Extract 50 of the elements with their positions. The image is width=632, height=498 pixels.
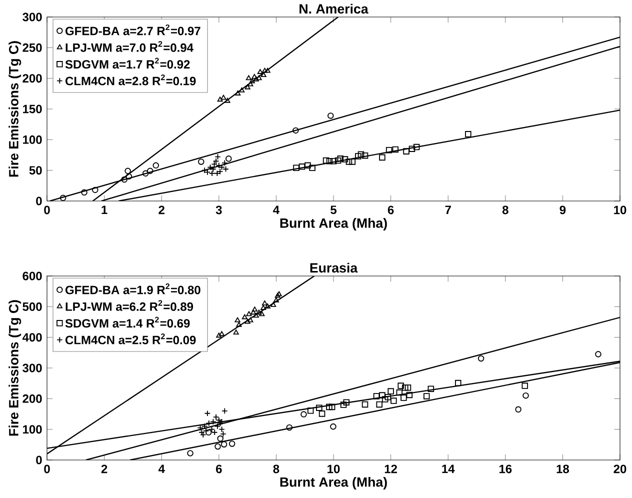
x-tick-label: 10 xyxy=(614,206,626,214)
x-tick-label: 2 xyxy=(158,206,164,214)
x-tick-label: 16 xyxy=(499,464,512,474)
y-tick-label: 400 xyxy=(22,333,42,342)
x-tick-label: 9 xyxy=(560,206,566,214)
x-tick-label: 6 xyxy=(388,206,394,214)
legend-label: GFED-BA a=1.9 R$^{2}$=0.80 xyxy=(66,283,200,294)
y-tick-label: 500 xyxy=(22,302,42,311)
chart-title: N. America xyxy=(300,4,368,14)
y-tick-label: 300 xyxy=(22,12,42,22)
legend-label: CLM4CN a=2.8 R$^{2}$=0.19 xyxy=(66,74,196,86)
y-tick-label: 50 xyxy=(29,166,42,175)
x-tick-label: 2 xyxy=(101,464,108,474)
x-tick-label: 6 xyxy=(216,464,222,474)
y-tick-label: 300 xyxy=(22,364,42,372)
x-tick-label: 0 xyxy=(44,464,50,474)
legend-label: GFED-BA a=2.7 R$^{2}$=0.97 xyxy=(66,24,200,36)
x-tick-label: 0 xyxy=(44,206,50,214)
x-tick-label: 1 xyxy=(102,206,108,214)
y-tick-label: 100 xyxy=(23,135,42,144)
x-tick-label: 7 xyxy=(445,206,451,214)
y-tick-label: 150 xyxy=(23,104,42,114)
y-axis-title: Fire Emissions (Tg C) xyxy=(8,41,22,177)
x-axis-title: Burnt Area (Mha) xyxy=(280,218,387,230)
x-tick-label: 12 xyxy=(384,464,397,474)
x-tick-label: 8 xyxy=(502,206,508,214)
y-tick-label: 250 xyxy=(22,43,42,52)
x-tick-label: 8 xyxy=(273,464,280,474)
x-tick-label: 20 xyxy=(614,464,626,474)
x-tick-label: 5 xyxy=(330,206,336,214)
chart-title: Eurasia xyxy=(310,262,358,273)
y-tick-label: 200 xyxy=(22,394,42,403)
legend-label: LPJ-WM a=7.0 R$^{2}$=0.94 xyxy=(66,41,194,52)
x-tick-label: 4 xyxy=(273,206,280,214)
legend-label: LPJ-WM a=6.2 R$^{2}$=0.89 xyxy=(66,300,194,311)
x-tick-label: 10 xyxy=(328,464,340,474)
x-tick-label: 14 xyxy=(442,464,455,473)
legend-label: SDGVM a=1.4 R$^{2}$=0.69 xyxy=(65,316,190,328)
x-tick-label: 4 xyxy=(158,464,165,473)
x-tick-label: 18 xyxy=(556,464,570,474)
y-axis-title: Fire Emissions (Tg C) xyxy=(8,300,22,436)
y-tick-label: 100 xyxy=(23,425,42,434)
y-tick-label: 0 xyxy=(36,456,42,464)
x-axis-title: Burnt Area (Mha) xyxy=(280,477,387,490)
y-tick-label: 600 xyxy=(22,272,42,280)
y-tick-label: 0 xyxy=(36,196,42,206)
legend-label: SDGVM a=1.7 R$^{2}$=0.92 xyxy=(65,58,190,69)
legend-label: CLM4CN a=2.5 R$^{2}$=0.09 xyxy=(66,333,196,344)
x-tick-label: 3 xyxy=(216,206,222,214)
y-tick-label: 200 xyxy=(22,74,42,83)
